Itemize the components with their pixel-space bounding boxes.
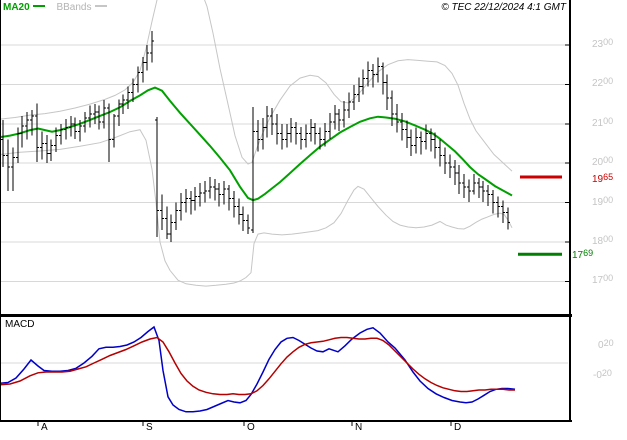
macd-axis-label: -020 bbox=[593, 368, 612, 381]
chart-legend: MA20 BBands bbox=[3, 2, 107, 14]
resistance-level-label: 1965 bbox=[592, 171, 614, 185]
bbands-legend-swatch bbox=[94, 5, 107, 8]
macd-panel-label: MACD bbox=[5, 319, 35, 330]
price-axis-label: 2000 bbox=[592, 155, 614, 169]
price-axis-label: 2100 bbox=[592, 115, 614, 129]
ohlc-price-bars bbox=[1, 31, 510, 242]
bbands-legend-label: BBands bbox=[56, 2, 92, 13]
price-axis-label: 1800 bbox=[592, 234, 614, 247]
month-label: N bbox=[355, 422, 363, 433]
ma20-legend-swatch bbox=[32, 5, 45, 8]
support-level-label: 1769 bbox=[572, 248, 594, 262]
ma20-legend-label: MA20 bbox=[3, 2, 30, 13]
month-label: S bbox=[146, 422, 153, 433]
copyright-notice: © TEC 22/12/2024 4:1 GMT bbox=[441, 2, 566, 13]
panel-separator bbox=[0, 314, 572, 317]
price-axis-label: 1700 bbox=[592, 273, 614, 287]
bollinger-upper-band bbox=[0, 0, 513, 172]
price-axis-label: 1900 bbox=[592, 194, 614, 208]
month-label: A bbox=[41, 422, 48, 433]
bollinger-lower-band bbox=[0, 129, 513, 287]
price-axis-label: 2200 bbox=[592, 76, 614, 90]
bottom-axis bbox=[0, 420, 572, 422]
macd-axis-label: 020 bbox=[598, 338, 614, 351]
macd-line bbox=[0, 325, 516, 413]
month-label: D bbox=[454, 422, 462, 433]
price-axis-label: 2300 bbox=[592, 37, 614, 50]
signal-line bbox=[0, 336, 515, 396]
month-label: O bbox=[247, 422, 255, 433]
